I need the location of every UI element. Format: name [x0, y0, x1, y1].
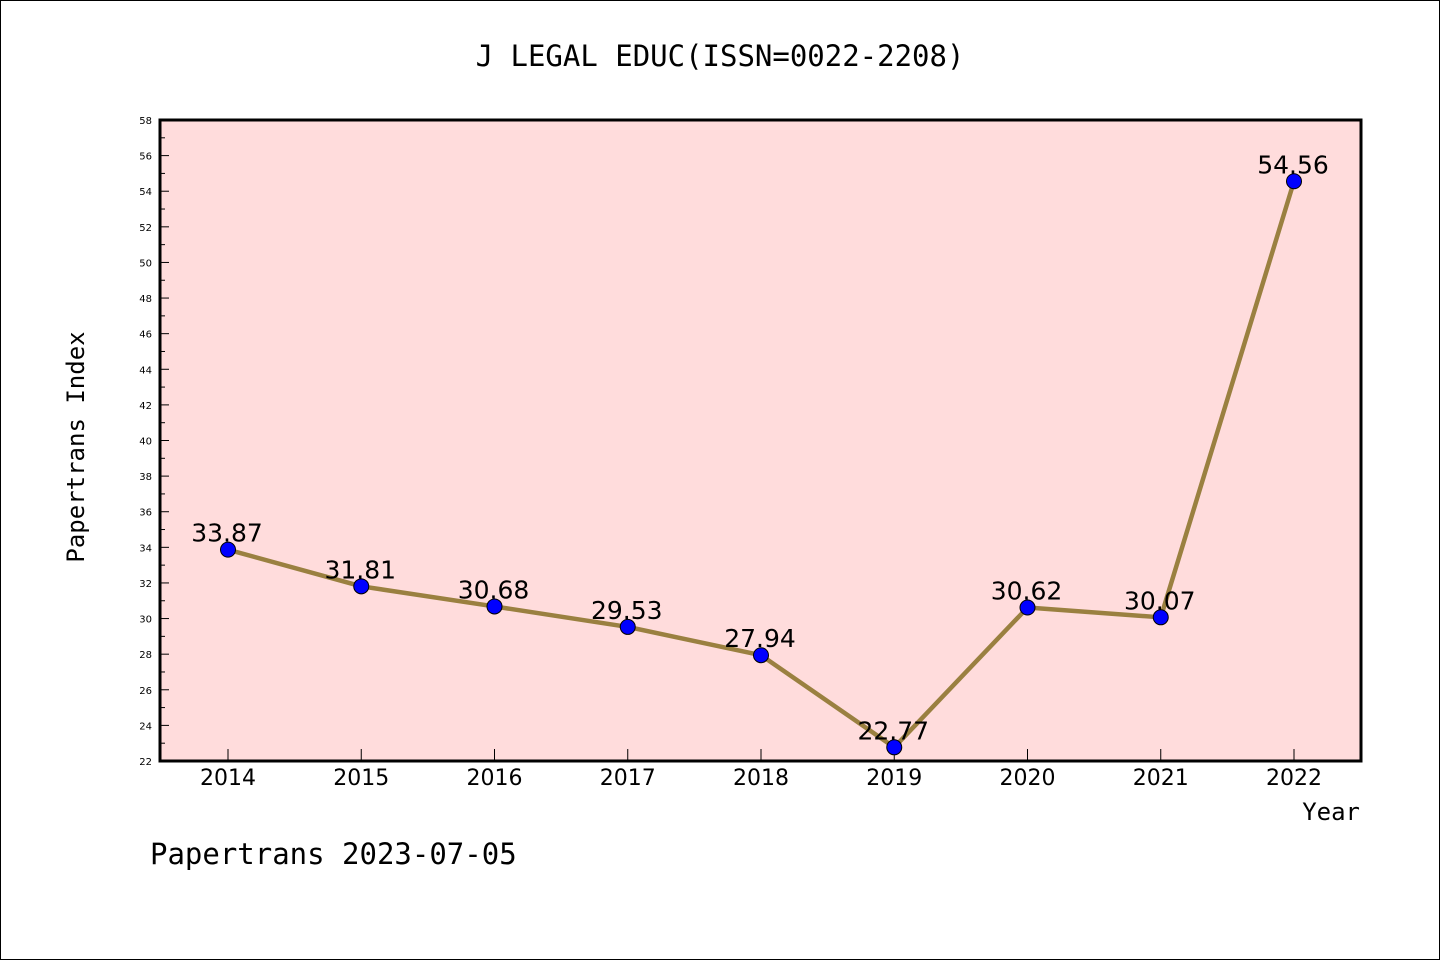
data-point [753, 647, 769, 664]
y-tick-label: 56 [139, 152, 152, 163]
y-tick-label: 22 [139, 757, 152, 768]
y-tick-label: 26 [139, 686, 152, 697]
y-tick-label: 36 [139, 508, 152, 519]
data-point [353, 578, 370, 595]
y-tick-label: 46 [139, 330, 152, 341]
y-tick-label: 28 [139, 650, 152, 661]
x-axis-ticks: 2014 2015 2016 2017 2018 2019 2020 2021 2022 [200, 749, 1322, 791]
x-tick-label: 2022 [1266, 766, 1322, 791]
data-point [1152, 609, 1169, 626]
y-tick-label: 32 [139, 579, 152, 590]
plot-area [160, 120, 1361, 761]
y-tick-label: 42 [139, 401, 152, 412]
data-point [486, 598, 503, 615]
x-tick-label: 2014 [200, 766, 256, 791]
y-tick-label: 44 [139, 365, 152, 376]
x-tick-label: 2016 [467, 766, 523, 791]
footer-credit: Papertrans 2023-07-05 [150, 837, 517, 871]
y-tick-label: 58 [139, 116, 152, 127]
y-tick-label: 24 [139, 721, 152, 732]
data-point [619, 618, 636, 635]
data-point [886, 739, 903, 756]
data-point [1019, 599, 1036, 616]
data-point [220, 541, 236, 558]
y-tick-label: 48 [139, 294, 152, 305]
y-tick-label: 30 [139, 615, 152, 626]
y-tick-label: 54 [139, 187, 152, 198]
y-tick-label: 34 [139, 543, 152, 554]
x-tick-label: 2017 [600, 766, 656, 791]
y-axis-ticks: 22 24 26 28 30 32 34 36 38 40 42 44 46 48 50 52 54 56 58 [139, 116, 169, 768]
x-tick-label: 2018 [733, 766, 789, 791]
y-tick-label: 40 [139, 437, 152, 448]
y-axis-label: Papertrans Index [62, 331, 90, 562]
x-tick-label: 2019 [866, 766, 922, 791]
x-tick-label: 2020 [1000, 766, 1056, 791]
plot-border [158, 118, 1363, 763]
y-tick-label: 50 [139, 258, 152, 269]
x-axis-label: Year [1302, 798, 1360, 826]
x-tick-label: 2021 [1133, 766, 1189, 791]
y-tick-label: 52 [139, 223, 152, 234]
chart-title: J LEGAL EDUC(ISSN=0022-2208) [476, 39, 965, 73]
x-tick-label: 2015 [333, 766, 389, 791]
data-point [1286, 173, 1302, 190]
y-tick-label: 38 [139, 472, 152, 483]
